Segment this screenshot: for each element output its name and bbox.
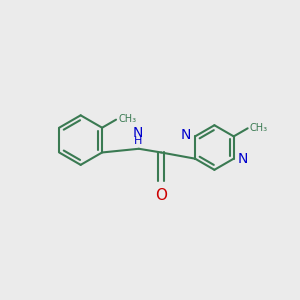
Text: O: O (155, 188, 167, 203)
Text: CH₃: CH₃ (118, 114, 136, 124)
Text: H: H (134, 136, 142, 146)
Text: N: N (237, 152, 248, 166)
Text: N: N (132, 126, 143, 140)
Text: N: N (181, 128, 191, 142)
Text: CH₃: CH₃ (250, 123, 268, 133)
